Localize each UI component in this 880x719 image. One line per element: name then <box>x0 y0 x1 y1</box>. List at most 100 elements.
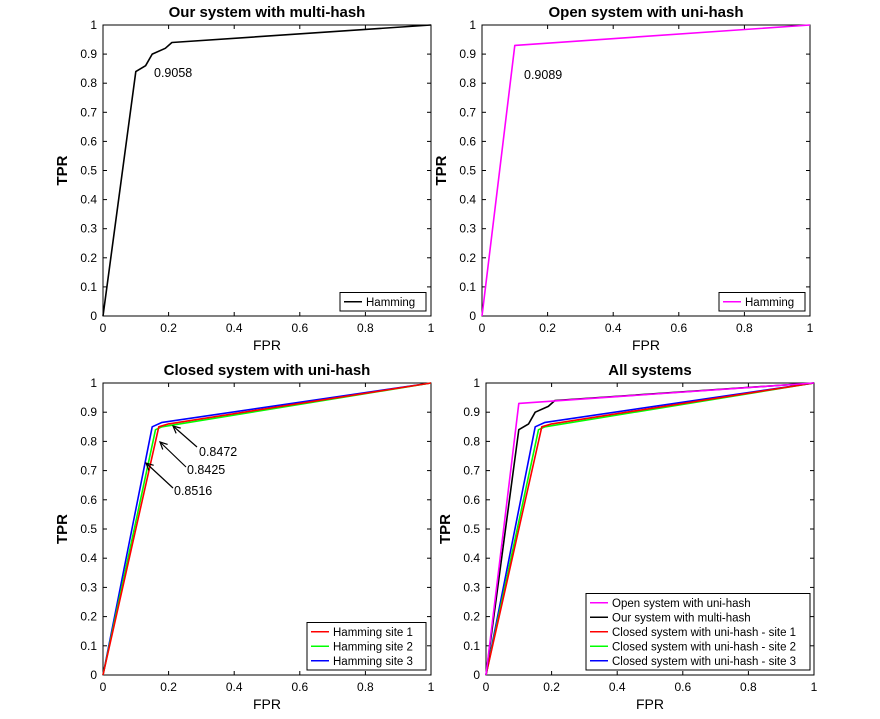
value-annotation: 0.8425 <box>187 463 225 477</box>
y-tick-label: 0.8 <box>80 76 97 90</box>
series-line-3 <box>102 382 432 676</box>
legend-box <box>718 292 806 312</box>
panel-all-systems: All systems 0 0.2 0.4 0.6 0.8 1 0 0.1 0.2 0.3 0.4 0.… <box>437 362 818 712</box>
x-tick-label: 0.8 <box>740 680 757 694</box>
x-tick-label: 0.8 <box>357 680 374 694</box>
series-line-5 <box>485 382 815 676</box>
y-tick-label: 0.2 <box>459 251 476 265</box>
legend-box <box>339 292 427 312</box>
legend: Hamming <box>718 292 806 312</box>
y-tick-label: 0.8 <box>459 76 476 90</box>
x-axis-label: FPR <box>253 696 281 712</box>
series-line-3 <box>485 382 815 676</box>
y-tick-label: 0.6 <box>459 134 476 148</box>
series-line-1 <box>481 24 811 317</box>
y-axis-label: TPR <box>54 514 71 544</box>
x-tick-label: 0.4 <box>226 680 243 694</box>
chart-title: Closed system with uni-hash <box>164 362 371 379</box>
y-tick-label: 0.9 <box>80 405 97 419</box>
y-tick-label: 0.4 <box>80 193 97 207</box>
y-tick-label: 0.1 <box>80 280 97 294</box>
panel-our-system-multi-hash: Our system with multi-hash 0 0.2 0.4 0.6 0.8 1… <box>54 4 435 353</box>
legend-entry-label: Closed system with uni-hash - site 3 <box>612 656 796 668</box>
y-tick-label: 0.2 <box>463 610 480 624</box>
plot-area <box>481 24 811 317</box>
annotation-arrow <box>171 425 198 448</box>
panel-open-system-uni-hash: Open system with uni-hash 0 0.2 0.4 0.6 0.8 1 0… <box>433 4 814 353</box>
legend-entry-label: Hamming <box>745 297 794 309</box>
x-tick-label: 0.6 <box>674 680 691 694</box>
x-tick-label: 0.8 <box>736 321 753 335</box>
x-tick-label: 0.4 <box>226 321 243 335</box>
x-tick-label: 0.8 <box>357 321 374 335</box>
y-tick-label: 1 <box>469 18 476 32</box>
panel-closed-system-uni-hash: Closed system with uni-hash 0 0.2 0.4 0.6 0.8… <box>54 362 435 712</box>
y-tick-label: 0 <box>469 309 476 323</box>
y-tick-label: 0.6 <box>80 493 97 507</box>
y-tick-label: 0.1 <box>463 639 480 653</box>
chart-title: All systems <box>608 362 691 379</box>
annotation-arrow <box>159 441 187 468</box>
y-tick-label: 0.9 <box>80 47 97 61</box>
y-tick-label: 1 <box>473 376 480 390</box>
x-tick-label: 0.4 <box>609 680 626 694</box>
x-tick-label: 1 <box>811 680 818 694</box>
x-tick-label: 0 <box>100 321 107 335</box>
y-tick-label: 0.9 <box>459 47 476 61</box>
x-tick-label: 0.4 <box>605 321 622 335</box>
y-tick-label: 0 <box>90 309 97 323</box>
y-tick-label: 0.3 <box>80 580 97 594</box>
x-tick-label: 0.6 <box>291 680 308 694</box>
x-tick-label: 0.2 <box>160 321 177 335</box>
y-tick-label: 0.5 <box>80 164 97 178</box>
y-tick-label: 0.2 <box>80 610 97 624</box>
legend-entry-label: Hamming site 2 <box>333 641 413 653</box>
y-tick-label: 1 <box>90 18 97 32</box>
series-line-1 <box>485 382 815 676</box>
y-axis-label: TPR <box>437 514 454 544</box>
plot-area <box>102 24 432 317</box>
y-tick-label: 0.6 <box>463 493 480 507</box>
y-tick-label: 0.5 <box>459 164 476 178</box>
y-tick-label: 0.8 <box>463 434 480 448</box>
y-tick-label: 0 <box>473 668 480 682</box>
y-tick-label: 0.9 <box>463 405 480 419</box>
legend-box <box>585 593 811 671</box>
y-tick-label: 0.7 <box>459 105 476 119</box>
y-tick-label: 0.1 <box>80 639 97 653</box>
x-tick-label: 0 <box>479 321 486 335</box>
chart-title: Open system with uni-hash <box>548 4 743 21</box>
legend: Open system with uni-hash Our system with… <box>585 593 811 671</box>
value-annotation: 0.9089 <box>524 68 562 82</box>
chart-title: Our system with multi-hash <box>169 4 366 21</box>
legend-entry-label: Closed system with uni-hash - site 1 <box>612 627 796 639</box>
y-tick-label: 0 <box>90 668 97 682</box>
y-axis-label: TPR <box>54 155 71 185</box>
y-tick-label: 0.8 <box>80 434 97 448</box>
y-tick-label: 0.3 <box>459 222 476 236</box>
y-axis-label: TPR <box>433 155 450 185</box>
x-tick-label: 1 <box>428 680 435 694</box>
y-tick-label: 1 <box>90 376 97 390</box>
y-tick-label: 0.3 <box>80 222 97 236</box>
y-tick-label: 0.4 <box>80 551 97 565</box>
x-tick-label: 0 <box>483 680 490 694</box>
y-tick-label: 0.1 <box>459 280 476 294</box>
legend-entry-label: Hamming <box>366 297 415 309</box>
y-tick-label: 0.3 <box>463 580 480 594</box>
legend-entry-label: Our system with multi-hash <box>612 612 751 624</box>
x-tick-label: 0.6 <box>670 321 687 335</box>
x-tick-label: 0.6 <box>291 321 308 335</box>
legend-entry-label: Closed system with uni-hash - site 2 <box>612 641 796 653</box>
x-axis-label: FPR <box>636 696 664 712</box>
legend: Hamming site 1 Hamming site 2 Hamming site… <box>306 622 427 671</box>
x-axis-label: FPR <box>632 337 660 353</box>
legend-entry-label: Open system with uni-hash <box>612 598 751 610</box>
value-annotation: 0.9058 <box>154 66 192 80</box>
x-tick-label: 0.2 <box>160 680 177 694</box>
legend-entry-label: Hamming site 1 <box>333 627 413 639</box>
y-tick-label: 0.2 <box>80 251 97 265</box>
legend-entry-label: Hamming site 3 <box>333 656 413 668</box>
series-line-1 <box>102 382 432 676</box>
